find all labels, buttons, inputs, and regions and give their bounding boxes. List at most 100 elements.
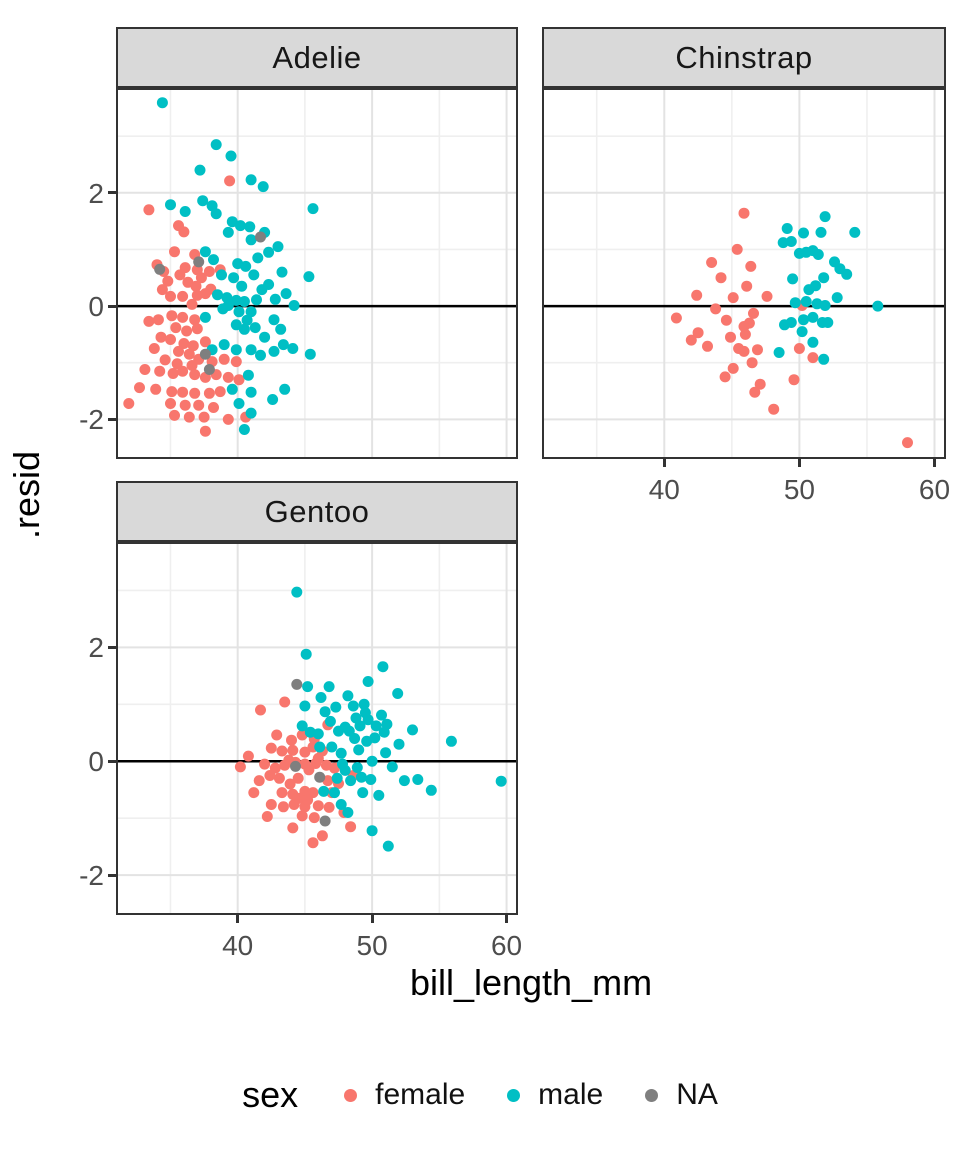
data-point-NA (319, 815, 331, 827)
data-point-male (789, 297, 801, 309)
data-point-male (386, 761, 398, 773)
data-point-female (159, 354, 171, 366)
data-point-male (392, 688, 404, 699)
data-point-female (143, 204, 155, 216)
data-point-male (302, 681, 314, 693)
data-point-male (373, 789, 385, 801)
panel-chinstrap (542, 88, 946, 459)
data-point-female (752, 344, 763, 356)
data-point-female (284, 778, 296, 790)
data-point-female (248, 787, 260, 799)
data-point-male (329, 787, 340, 799)
data-point-female (181, 325, 193, 337)
data-point-NA (291, 678, 303, 690)
data-point-female (754, 378, 766, 390)
data-point-male (269, 293, 281, 305)
data-point-female (292, 772, 304, 784)
data-point-male (345, 775, 357, 787)
data-point-male (342, 690, 354, 702)
data-point-male (376, 709, 387, 721)
data-point-male (353, 744, 365, 756)
data-point-female (190, 280, 202, 292)
y-axis-title: .resid (6, 450, 47, 540)
data-point-female (261, 811, 273, 822)
data-point-male (238, 323, 250, 335)
y-tick (108, 191, 116, 195)
data-point-male (495, 775, 507, 787)
data-point-male (233, 398, 245, 409)
data-point-male (355, 771, 367, 783)
data-point-female (746, 357, 758, 369)
data-point-male (248, 269, 260, 281)
data-point-male (815, 226, 827, 238)
data-point-female (198, 411, 210, 423)
data-point-female (670, 312, 682, 324)
data-point-female (155, 331, 167, 343)
data-point-female (171, 358, 183, 370)
data-point-female (152, 314, 164, 326)
data-point-female (179, 399, 191, 411)
data-point-male (218, 339, 230, 351)
data-point-male (245, 306, 257, 318)
data-point-male (349, 733, 361, 744)
data-point-female (731, 243, 743, 255)
data-point-male (210, 208, 222, 220)
data-point-male (233, 306, 245, 318)
data-point-male (358, 698, 370, 710)
data-point-male (382, 840, 394, 852)
legend: sex female male NA (0, 1068, 960, 1122)
data-point-male (425, 784, 437, 796)
data-point-female (299, 746, 311, 758)
data-point-female (719, 371, 731, 383)
facet-strip-label-adelie: Adelie (272, 39, 362, 75)
panel-adelie (116, 88, 518, 459)
y-tick-label: 2 (88, 632, 104, 664)
data-point-male (818, 353, 830, 365)
data-point-male (335, 799, 347, 810)
data-point-female (234, 761, 246, 773)
x-tick (505, 915, 509, 923)
data-point-male (245, 407, 257, 419)
data-point-female (692, 327, 704, 339)
data-point-male (314, 741, 326, 753)
data-point-male (199, 246, 211, 258)
data-point-male (357, 787, 369, 799)
data-point-male (251, 294, 262, 306)
facet-strip-chinstrap: Chinstrap (542, 27, 946, 88)
data-point-male (807, 336, 819, 348)
y-tick (108, 759, 116, 763)
data-point-male (156, 97, 168, 109)
data-point-female (276, 745, 288, 757)
data-point-male (819, 300, 831, 311)
data-point-NA (193, 256, 205, 268)
data-point-female (738, 207, 750, 219)
data-point-female (738, 345, 750, 357)
data-point-female (169, 246, 180, 258)
data-point-female (312, 800, 324, 812)
data-point-female (277, 801, 289, 813)
data-point-male (777, 237, 789, 249)
x-tick-label: 40 (648, 474, 680, 505)
data-point-male (228, 272, 240, 284)
data-point-male (818, 272, 830, 284)
x-tick (933, 459, 936, 467)
data-point-NA (199, 348, 211, 360)
data-point-male (230, 344, 242, 356)
data-point-male (230, 319, 242, 331)
data-point-female (253, 775, 265, 787)
data-point-female (183, 348, 195, 360)
data-point-male (245, 344, 257, 356)
data-point-female (279, 696, 291, 708)
data-point-male (370, 720, 382, 732)
data-point-male (787, 273, 799, 285)
data-point-female (727, 362, 739, 374)
data-point-female (189, 369, 201, 381)
data-point-male (819, 211, 831, 223)
data-point-male (268, 345, 280, 357)
legend-label-female: female (375, 1078, 466, 1111)
y-tick (108, 304, 116, 308)
data-point-male (398, 775, 410, 787)
data-point-male (347, 700, 359, 712)
data-point-female (123, 398, 135, 409)
